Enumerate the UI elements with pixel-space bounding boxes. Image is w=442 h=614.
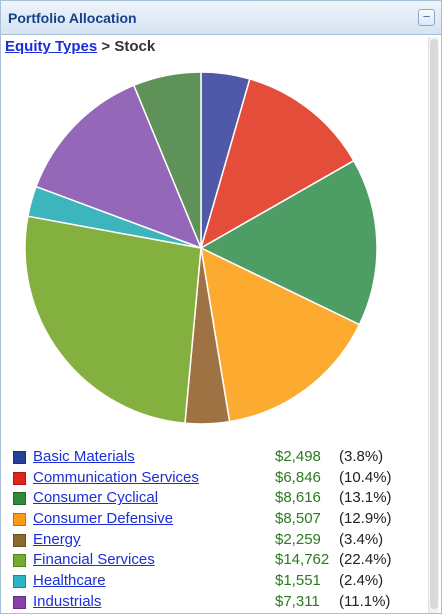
legend-swatch bbox=[13, 575, 26, 589]
breadcrumb-link-equity-types[interactable]: Equity Types bbox=[5, 38, 98, 55]
pie-slice-communication-services[interactable] bbox=[199, 77, 355, 250]
legend-swatch bbox=[13, 492, 26, 506]
legend-percent: (12.9%) bbox=[339, 510, 392, 528]
legend-link-basic-materials[interactable]: Basic Materials bbox=[33, 448, 135, 465]
legend-item-energy: Energy $2,259 (3.4%) bbox=[11, 530, 421, 551]
legend-percent: (3.4%) bbox=[339, 530, 384, 548]
legend-percent: (2.4%) bbox=[339, 572, 384, 590]
panel-header: Portfolio Allocation − bbox=[1, 1, 441, 35]
legend-swatch bbox=[13, 554, 26, 568]
legend-item-healthcare: Healthcare $1,551 (2.4%) bbox=[11, 571, 421, 592]
breadcrumb-separator: > bbox=[101, 38, 111, 55]
allocation-pie-chart bbox=[21, 71, 381, 431]
legend-percent: (10.4%) bbox=[339, 468, 392, 486]
legend-percent: (13.1%) bbox=[339, 489, 392, 507]
allocation-legend: Basic Materials $2,498 (3.8%) Communication… bbox=[11, 447, 421, 613]
legend-value: $7,311 bbox=[275, 592, 320, 610]
legend-percent: (22.4%) bbox=[339, 551, 392, 569]
legend-percent: (3.8%) bbox=[339, 448, 384, 465]
legend-item-communication-services: Communication Services $6,846 (10.4%) bbox=[11, 468, 421, 489]
pie-svg bbox=[24, 71, 378, 425]
legend-swatch bbox=[13, 533, 26, 547]
vertical-scrollbar[interactable] bbox=[428, 37, 439, 613]
legend-link-healthcare[interactable]: Healthcare bbox=[33, 572, 106, 590]
legend-link-consumer-cyclical[interactable]: Consumer Cyclical bbox=[33, 489, 159, 507]
legend-value: $2,498 bbox=[275, 448, 321, 465]
pie-slice-industrials[interactable] bbox=[35, 84, 203, 250]
legend-value: $2,259 bbox=[275, 530, 321, 548]
legend-percent: (11.1%) bbox=[339, 592, 391, 610]
legend-value: $6,846 bbox=[275, 468, 321, 486]
pie-slice-consumer-cyclical[interactable] bbox=[199, 159, 378, 326]
legend-link-consumer-defensive[interactable]: Consumer Defensive bbox=[33, 510, 174, 528]
legend-value: $8,616 bbox=[275, 489, 321, 507]
legend-item-basic-materials: Basic Materials $2,498 (3.8%) bbox=[11, 447, 421, 468]
legend-value: $8,507 bbox=[275, 510, 321, 528]
legend-value: $14,762 bbox=[275, 551, 330, 569]
legend-swatch bbox=[13, 471, 26, 485]
pie-slice-financial-services[interactable] bbox=[24, 215, 202, 425]
legend-swatch bbox=[13, 513, 26, 527]
legend-link-communication-services[interactable]: Communication Services bbox=[33, 468, 199, 486]
legend-swatch bbox=[13, 595, 26, 609]
legend-swatch bbox=[13, 451, 26, 464]
pie-slice-consumer-defensive[interactable] bbox=[200, 246, 361, 423]
panel-title: Portfolio Allocation bbox=[8, 10, 137, 26]
legend-item-consumer-defensive: Consumer Defensive $8,507 (12.9%) bbox=[11, 509, 421, 530]
legend-item-industrials: Industrials $7,311 (11.1%) bbox=[11, 592, 421, 613]
breadcrumb: Equity Types > Stock bbox=[5, 38, 155, 55]
scrollbar-thumb[interactable] bbox=[430, 39, 438, 609]
breadcrumb-current: Stock bbox=[114, 38, 156, 55]
minus-icon[interactable]: − bbox=[418, 9, 435, 26]
legend-item-consumer-cyclical: Consumer Cyclical $8,616 (13.1%) bbox=[11, 488, 421, 509]
legend-link-energy[interactable]: Energy bbox=[33, 530, 81, 548]
legend-item-financial-services: Financial Services $14,762 (22.4%) bbox=[11, 550, 421, 571]
legend-link-industrials[interactable]: Industrials bbox=[33, 592, 102, 610]
legend-link-financial-services[interactable]: Financial Services bbox=[33, 551, 155, 569]
legend-value: $1,551 bbox=[275, 572, 321, 590]
pie-slice-technology[interactable] bbox=[132, 71, 202, 249]
